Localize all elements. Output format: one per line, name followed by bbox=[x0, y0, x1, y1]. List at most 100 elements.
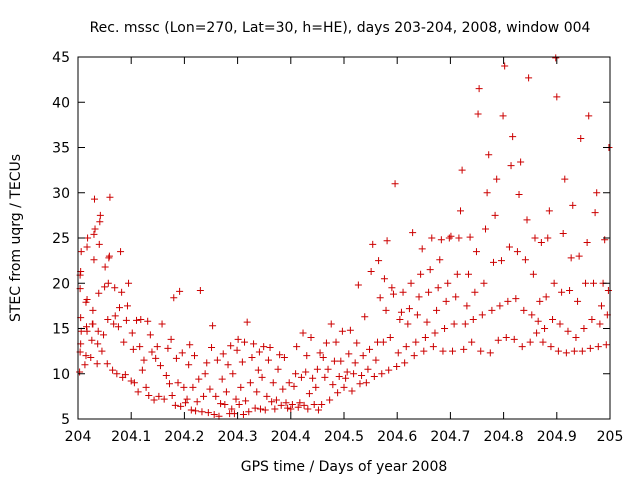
data-point bbox=[110, 320, 118, 328]
data-point bbox=[150, 396, 158, 404]
data-point bbox=[574, 297, 582, 305]
data-point bbox=[348, 387, 356, 395]
data-point bbox=[255, 348, 263, 356]
data-point bbox=[536, 297, 544, 305]
data-point bbox=[463, 302, 471, 310]
y-axis: 5 10 15 20 25 30 35 40 45 bbox=[52, 50, 610, 428]
data-point bbox=[375, 257, 383, 265]
y-tick-label: 30 bbox=[52, 186, 70, 202]
data-point bbox=[359, 352, 367, 360]
data-point bbox=[401, 359, 409, 367]
data-point bbox=[288, 401, 296, 409]
data-point bbox=[461, 320, 469, 328]
x-tick-label: 204.3 bbox=[218, 429, 258, 445]
data-point bbox=[362, 379, 370, 387]
data-point bbox=[556, 320, 564, 328]
data-point bbox=[340, 383, 348, 391]
data-point bbox=[89, 320, 97, 328]
data-point bbox=[494, 336, 502, 344]
data-point bbox=[396, 315, 404, 323]
data-point bbox=[410, 352, 418, 360]
data-point bbox=[114, 323, 122, 331]
data-point bbox=[474, 110, 482, 118]
data-point bbox=[180, 383, 188, 391]
data-point bbox=[183, 395, 191, 403]
data-point bbox=[284, 404, 292, 412]
data-point bbox=[276, 351, 284, 359]
data-point bbox=[90, 230, 98, 238]
data-point bbox=[590, 279, 598, 287]
data-point bbox=[554, 347, 562, 355]
x-tick: 204.8 bbox=[484, 57, 524, 445]
data-point bbox=[564, 327, 572, 335]
data-point bbox=[596, 320, 604, 328]
data-point bbox=[258, 373, 266, 381]
data-point bbox=[569, 201, 577, 209]
data-point bbox=[294, 403, 302, 411]
y-tick: 45 bbox=[52, 50, 610, 66]
x-tick-label: 204.9 bbox=[537, 429, 577, 445]
data-point bbox=[83, 327, 91, 335]
data-point bbox=[578, 347, 586, 355]
data-point bbox=[185, 361, 193, 369]
data-point bbox=[370, 372, 378, 380]
data-point bbox=[434, 284, 442, 292]
y-tick-label: 40 bbox=[52, 95, 70, 111]
data-point bbox=[125, 279, 133, 287]
data-point bbox=[364, 365, 372, 373]
data-point bbox=[567, 254, 575, 262]
data-point bbox=[297, 373, 305, 381]
data-point bbox=[280, 353, 288, 361]
x-tick: 204.5 bbox=[324, 57, 364, 445]
data-point bbox=[305, 390, 313, 398]
data-point bbox=[105, 254, 113, 262]
data-point bbox=[152, 354, 160, 362]
data-point bbox=[229, 370, 237, 378]
data-point bbox=[504, 297, 512, 305]
data-point bbox=[418, 245, 426, 253]
data-point bbox=[274, 365, 282, 373]
data-point bbox=[318, 401, 326, 409]
data-point bbox=[447, 232, 455, 240]
data-point bbox=[103, 360, 111, 368]
y-axis-title: STEC from uqrg / TECUs bbox=[8, 154, 24, 322]
x-tick-label: 204.2 bbox=[164, 429, 204, 445]
data-point bbox=[144, 317, 152, 325]
data-point bbox=[189, 383, 197, 391]
x-tick: 204.2 bbox=[164, 57, 204, 445]
y-tick: 10 bbox=[52, 367, 610, 383]
data-point bbox=[81, 361, 89, 369]
data-point bbox=[115, 304, 123, 312]
data-point bbox=[123, 302, 131, 310]
data-point bbox=[518, 343, 526, 351]
chart-title: Rec. mssc (Lon=270, Lat=30, h=HE), days … bbox=[90, 20, 591, 36]
data-point bbox=[196, 286, 204, 294]
data-point bbox=[234, 335, 242, 343]
data-point bbox=[254, 366, 262, 374]
data-point bbox=[186, 341, 194, 349]
data-point bbox=[93, 360, 101, 368]
data-point bbox=[307, 334, 315, 342]
data-point bbox=[129, 345, 137, 353]
data-point bbox=[583, 239, 591, 247]
data-point bbox=[137, 315, 145, 323]
data-point bbox=[537, 239, 545, 247]
data-point bbox=[174, 379, 182, 387]
data-point bbox=[361, 313, 369, 321]
data-point bbox=[269, 379, 277, 387]
data-point bbox=[591, 209, 599, 217]
data-point bbox=[155, 392, 163, 400]
data-point bbox=[561, 175, 569, 183]
data-point bbox=[146, 331, 154, 339]
y-tick-label: 20 bbox=[52, 276, 70, 292]
x-tick: 204.7 bbox=[430, 57, 470, 445]
data-point bbox=[176, 287, 184, 295]
data-point bbox=[250, 340, 258, 348]
data-point bbox=[491, 211, 499, 219]
x-tick: 204.1 bbox=[111, 57, 151, 445]
data-point bbox=[455, 234, 463, 242]
data-point bbox=[541, 325, 549, 332]
data-point bbox=[239, 410, 247, 418]
x-tick-label: 204.8 bbox=[484, 429, 524, 445]
